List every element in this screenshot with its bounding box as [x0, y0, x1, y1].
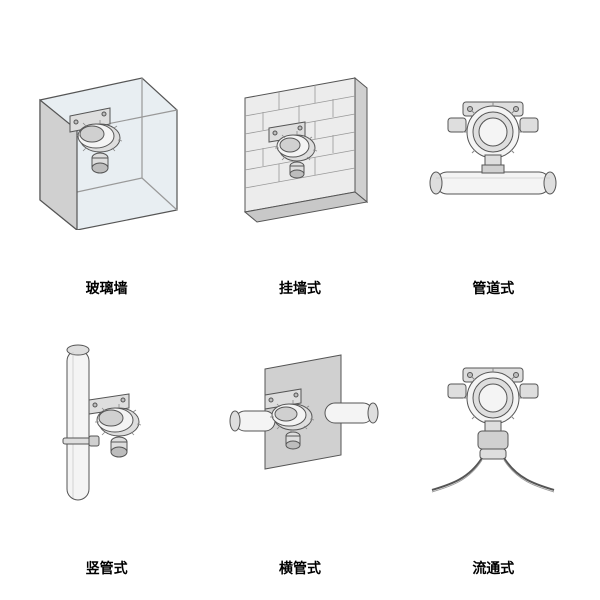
illustration-pipe-mount	[397, 20, 590, 270]
caption-flow-through: 流通式	[472, 558, 514, 580]
illustration-wall-mount	[203, 20, 396, 270]
item-glass-wall: 玻璃墙	[10, 20, 203, 300]
illustration-flow-through	[397, 300, 590, 550]
caption-horiz-pipe: 横管式	[279, 558, 321, 580]
item-vert-pipe: 竖管式	[10, 300, 203, 580]
caption-glass-wall: 玻璃墙	[86, 278, 128, 300]
item-flow-through: 流通式	[397, 300, 590, 580]
item-horiz-pipe: 横管式	[203, 300, 396, 580]
caption-vert-pipe: 竖管式	[86, 558, 128, 580]
illustration-glass-wall	[10, 20, 203, 270]
item-pipe-mount: 管道式	[397, 20, 590, 300]
item-wall-mount: 挂墙式	[203, 20, 396, 300]
illustration-horiz-pipe	[203, 300, 396, 550]
illustration-vert-pipe	[10, 300, 203, 550]
caption-wall-mount: 挂墙式	[279, 278, 321, 300]
caption-pipe-mount: 管道式	[472, 278, 514, 300]
